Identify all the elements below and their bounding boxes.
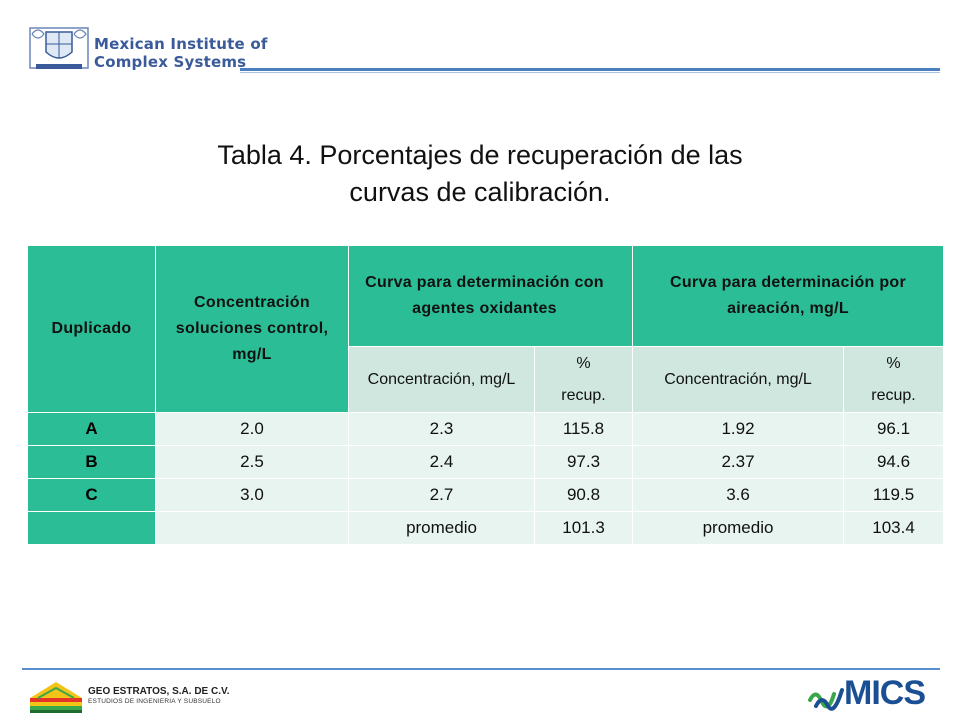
header-oxidant-curve: Curva para determinación con agentes oxi… (347, 245, 634, 347)
row-label: C (27, 478, 156, 512)
subheader-concentration-2: Concentración, mg/L (632, 346, 845, 413)
table-row: A 2.0 2.3 115.8 1.92 96.1 (27, 412, 945, 446)
aeration-recovery: 119.5 (843, 478, 945, 512)
institute-crest-icon (29, 27, 89, 69)
footer-divider (22, 668, 940, 670)
header-aeration-curve: Curva para determinación por aireación, … (632, 245, 945, 347)
mics-wave-icon (808, 688, 844, 711)
mics-footer-logo: MICS (806, 672, 940, 716)
row-label: B (27, 445, 156, 479)
header-control-concentration: Concentración soluciones control, mg/L (155, 245, 349, 413)
geo-estratos-logo-icon (30, 682, 82, 713)
control-value: 2.5 (155, 445, 349, 479)
table-row: B 2.5 2.4 97.3 2.37 94.6 (27, 445, 945, 479)
subheader-concentration-1: Concentración, mg/L (348, 346, 535, 413)
control-value (155, 511, 349, 545)
aeration-concentration: 2.37 (632, 445, 845, 479)
footer-company-name: GEO ESTRATOS, S.A. DE C.V. (88, 686, 230, 697)
oxidant-average-recovery: 101.3 (533, 511, 634, 545)
recovery-table: Duplicado Concentración soluciones contr… (27, 245, 945, 545)
header-duplicado: Duplicado (27, 245, 156, 413)
footer-company-subtitle: ESTUDIOS DE INGENIERIA Y SUBSUELO (88, 698, 221, 705)
oxidant-recovery: 115.8 (533, 412, 634, 446)
row-label (27, 511, 156, 545)
aeration-recovery: 96.1 (843, 412, 945, 446)
aeration-recovery: 94.6 (843, 445, 945, 479)
title-line-2: curvas de calibración. (349, 177, 611, 207)
oxidant-recovery: 90.8 (533, 478, 634, 512)
header-divider-thin (240, 72, 940, 73)
aeration-concentration: 1.92 (632, 412, 845, 446)
logo-line-1: Mexican Institute of (94, 35, 268, 53)
control-value: 3.0 (155, 478, 349, 512)
oxidant-recovery: 97.3 (533, 445, 634, 479)
table-row-average: promedio 101.3 promedio 103.4 (27, 511, 945, 545)
header-divider (240, 68, 940, 71)
aeration-concentration: 3.6 (632, 478, 845, 512)
oxidant-concentration: 2.3 (348, 412, 535, 446)
oxidant-average-label: promedio (348, 511, 535, 545)
oxidant-concentration: 2.4 (348, 445, 535, 479)
table-row: C 3.0 2.7 90.8 3.6 119.5 (27, 478, 945, 512)
aeration-average-label: promedio (632, 511, 845, 545)
subheader-recovery-1: % recup. (533, 346, 634, 413)
row-label: A (27, 412, 156, 446)
aeration-average-recovery: 103.4 (843, 511, 945, 545)
logo-line-2: Complex Systems (94, 53, 247, 71)
control-value: 2.0 (155, 412, 349, 446)
oxidant-concentration: 2.7 (348, 478, 535, 512)
mics-brand-text: MICS (844, 674, 926, 712)
subheader-recovery-2: % recup. (843, 346, 945, 413)
slide-title: Tabla 4. Porcentajes de recuperación de … (120, 137, 840, 211)
title-line-1: Tabla 4. Porcentajes de recuperación de … (217, 140, 743, 170)
mics-header-logo: Mexican Institute of Complex Systems (28, 22, 267, 74)
